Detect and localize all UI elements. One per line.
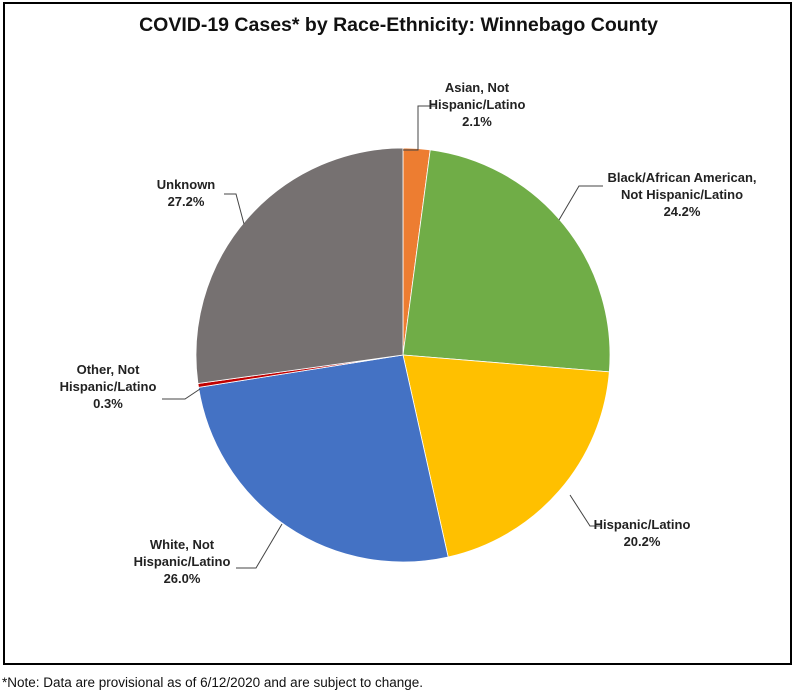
slice-value-label: 20.2% [624,534,661,549]
slice-label-hispanic-latino: Hispanic/Latino 20.2% [594,517,691,549]
chart-title: COVID-19 Cases* by Race-Ethnicity: Winne… [139,14,658,36]
leader-line-black-african-american-not-hispanic-latino [558,185,603,221]
slice-black-african-american-not-hispanic-latino [402,149,611,373]
slice-name-label: Other, Not [77,362,141,377]
slice-label-other-not-hispanic-latino: Other, Not Hispanic/Latino 0.3% [60,362,157,411]
slice-name-label: Unknown [157,177,216,192]
slice-value-label: 24.2% [664,204,701,219]
slice-name-label: Hispanic/Latino [594,517,691,532]
leader-line-unknown [224,193,245,225]
slice-white-not-hispanic-latino [198,354,449,563]
slice-name-label: White, Not [150,537,215,552]
slice-value-label: 27.2% [168,194,205,209]
slice-value-label: 26.0% [164,571,201,586]
pie-slices [195,147,611,563]
slice-name-label: Asian, Not [445,80,510,95]
slice-label-white-not-hispanic-latino: White, Not Hispanic/Latino 26.0% [134,537,231,586]
slice-unknown [195,147,404,384]
slice-label-unknown: Unknown 27.2% [157,177,216,209]
leader-line-white-not-hispanic-latino [236,523,283,569]
slice-name-label: Not Hispanic/Latino [621,187,743,202]
slice-name-label: Hispanic/Latino [134,554,231,569]
slice-labels: Asian, Not Hispanic/Latino 2.1% Black/Afric… [60,80,757,586]
slice-hispanic-latino [402,354,610,558]
slice-label-asian-not-hispanic-latino: Asian, Not Hispanic/Latino 2.1% [429,80,526,129]
slice-value-label: 0.3% [93,396,123,411]
slice-name-label: Hispanic/Latino [60,379,157,394]
slice-name-label: Black/African American, [607,170,756,185]
leader-line-other-not-hispanic-latino [162,388,201,400]
footnote: *Note: Data are provisional as of 6/12/2… [2,675,424,690]
slice-value-label: 2.1% [462,114,492,129]
leader-lines [162,105,603,569]
leader-line-asian-not-hispanic-latino [403,105,435,151]
slice-name-label: Hispanic/Latino [429,97,526,112]
leader-line-hispanic-latino [569,494,600,527]
pie-chart: Asian, Not Hispanic/Latino 2.1% Black/Afric… [60,80,757,586]
slice-label-black-african-american-not-hispanic-latino: Black/African American, Not Hispanic/Lati… [607,170,756,219]
